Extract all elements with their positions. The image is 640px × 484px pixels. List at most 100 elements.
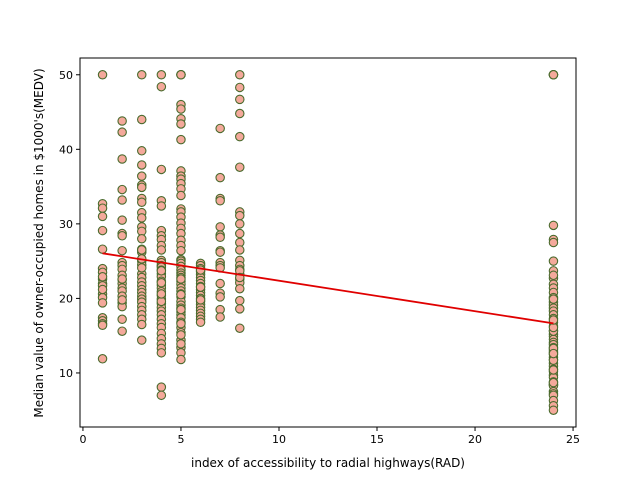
data-point xyxy=(548,70,559,80)
y-axis-label: Median value of owner-occupied homes in … xyxy=(32,68,46,417)
data-point xyxy=(137,160,147,170)
data-point xyxy=(235,70,245,80)
data-point xyxy=(137,197,147,207)
data-point xyxy=(97,244,108,254)
data-point xyxy=(97,203,108,213)
plot-frame xyxy=(79,57,577,428)
data-point xyxy=(235,228,245,239)
data-point xyxy=(97,70,108,80)
data-point xyxy=(137,245,147,255)
y-tick-label: 50 xyxy=(59,69,73,82)
x-tick-label: 5 xyxy=(177,433,184,446)
data-point xyxy=(156,289,167,299)
data-point xyxy=(176,304,186,315)
data-point xyxy=(235,94,245,105)
data-point xyxy=(117,326,127,336)
data-point xyxy=(235,295,245,306)
data-point xyxy=(215,278,225,289)
data-point xyxy=(195,295,206,305)
data-point xyxy=(215,196,225,206)
x-tick-label: 20 xyxy=(468,433,482,446)
x-tick-label: 10 xyxy=(272,433,286,446)
data-point xyxy=(548,365,559,375)
data-point xyxy=(117,274,127,284)
data-point xyxy=(235,219,245,229)
data-point xyxy=(235,304,245,314)
data-point xyxy=(156,348,167,358)
data-point xyxy=(156,266,167,276)
data-point xyxy=(548,294,559,304)
data-point xyxy=(137,146,147,156)
data-point xyxy=(548,256,559,266)
data-point xyxy=(195,282,206,292)
data-point xyxy=(548,405,559,415)
data-point xyxy=(117,295,127,305)
y-tick-label: 10 xyxy=(59,367,73,380)
x-tick-label: 0 xyxy=(79,433,86,446)
regression-line xyxy=(102,252,554,325)
data-point xyxy=(548,220,559,231)
data-point xyxy=(235,82,245,93)
data-point xyxy=(156,164,167,175)
data-point xyxy=(176,245,186,256)
data-point xyxy=(235,210,245,221)
data-point xyxy=(235,283,245,294)
data-point xyxy=(117,154,127,164)
x-axis-label: index of accessibility to radial highway… xyxy=(191,456,465,470)
data-point xyxy=(97,211,108,222)
data-point xyxy=(176,104,186,114)
data-point xyxy=(156,382,167,392)
data-point xyxy=(548,377,559,388)
data-point xyxy=(176,274,186,284)
data-point xyxy=(137,335,147,345)
data-point xyxy=(176,289,186,300)
data-point xyxy=(156,278,167,288)
data-point xyxy=(215,123,225,134)
data-point xyxy=(548,348,559,359)
data-point xyxy=(176,319,186,329)
data-point xyxy=(137,114,147,125)
data-point xyxy=(117,127,127,137)
data-point xyxy=(195,317,206,328)
regression-line-group xyxy=(102,252,554,325)
data-point xyxy=(156,390,167,401)
data-point xyxy=(235,323,245,333)
data-point xyxy=(548,315,559,325)
y-tick-label: 20 xyxy=(59,292,73,305)
data-point xyxy=(195,265,206,275)
x-tick-label: 15 xyxy=(370,433,384,446)
data-point xyxy=(235,162,245,172)
data-point xyxy=(117,116,127,126)
data-point xyxy=(156,201,167,211)
scatter-points xyxy=(97,70,559,415)
data-point xyxy=(176,190,186,201)
data-point xyxy=(117,215,127,225)
data-point xyxy=(215,312,225,322)
data-point xyxy=(97,225,108,236)
data-point xyxy=(548,270,559,281)
data-point xyxy=(97,320,108,330)
data-point xyxy=(235,131,245,142)
data-point xyxy=(117,231,127,241)
data-point xyxy=(137,263,147,273)
data-point xyxy=(117,184,127,195)
data-point xyxy=(176,134,186,145)
data-point xyxy=(117,314,127,325)
data-point xyxy=(137,213,147,223)
data-point xyxy=(117,195,127,205)
data-point xyxy=(137,171,147,181)
data-point xyxy=(215,232,225,243)
data-point xyxy=(176,330,186,340)
data-point xyxy=(215,222,225,232)
y-tick-label: 40 xyxy=(59,143,73,156)
data-point xyxy=(97,298,108,308)
data-point xyxy=(97,284,108,295)
data-point xyxy=(156,70,167,80)
x-axis: 0 5 10 15 20 25 xyxy=(79,427,580,446)
x-tick-label: 25 xyxy=(566,433,580,446)
data-point xyxy=(156,81,167,92)
data-point xyxy=(176,119,186,129)
data-point xyxy=(97,272,108,282)
data-point xyxy=(137,319,147,330)
